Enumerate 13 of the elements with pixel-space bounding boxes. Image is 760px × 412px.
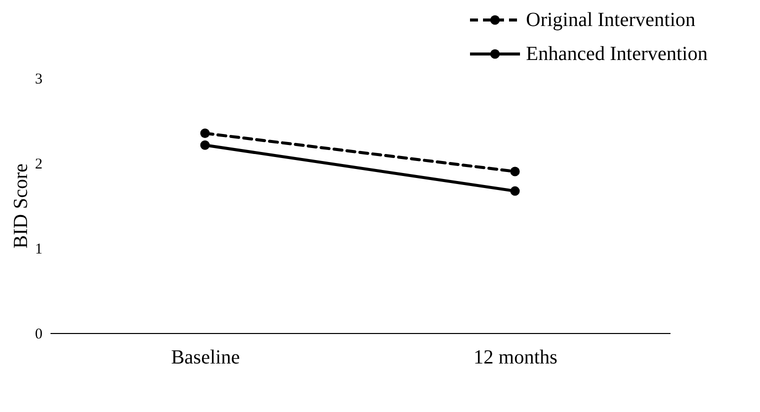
y-tick-label: 1 [35,242,42,258]
y-tick-label: 0 [35,326,42,342]
point [200,128,210,138]
point [510,186,520,196]
y-tick-label: 3 [35,72,42,88]
y-axis-title: BID Score [10,163,32,248]
x-tick-label: 12 months [474,346,558,368]
legend-label: Enhanced Intervention [526,43,708,65]
point [200,140,210,150]
legend-label: Original Intervention [526,9,696,31]
y-tick-label: 2 [35,156,42,172]
x-tick-label: Baseline [171,346,240,368]
point [510,166,520,176]
